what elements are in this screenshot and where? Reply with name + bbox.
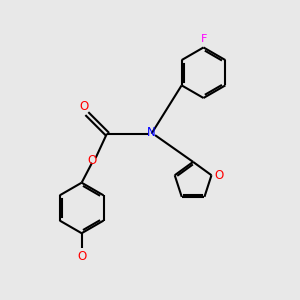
Text: O: O bbox=[80, 100, 88, 113]
Text: O: O bbox=[77, 250, 86, 263]
Text: O: O bbox=[214, 169, 224, 182]
Text: O: O bbox=[87, 154, 97, 167]
Text: N: N bbox=[147, 126, 156, 139]
Text: F: F bbox=[201, 34, 207, 44]
